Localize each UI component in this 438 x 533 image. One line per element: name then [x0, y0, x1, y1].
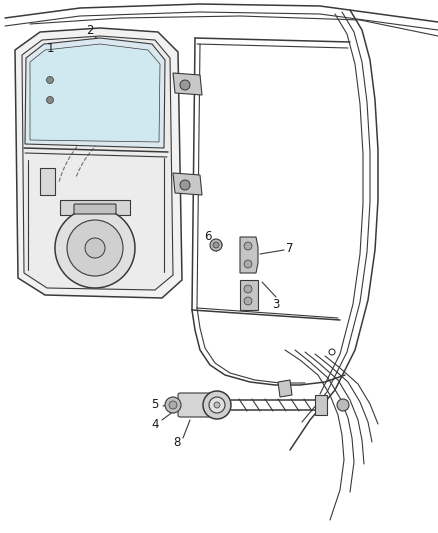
Circle shape: [203, 391, 231, 419]
Text: 1: 1: [46, 42, 54, 54]
Circle shape: [67, 220, 123, 276]
Text: 5: 5: [151, 399, 159, 411]
Text: 7: 7: [286, 241, 294, 254]
Circle shape: [214, 402, 220, 408]
Polygon shape: [15, 28, 182, 298]
Circle shape: [165, 397, 181, 413]
Circle shape: [180, 80, 190, 90]
Circle shape: [244, 297, 252, 305]
Circle shape: [244, 285, 252, 293]
Polygon shape: [25, 38, 165, 148]
Text: 4: 4: [151, 418, 159, 432]
Circle shape: [244, 242, 252, 250]
Circle shape: [209, 397, 225, 413]
Text: 2: 2: [86, 23, 94, 36]
Circle shape: [244, 260, 252, 268]
Text: 8: 8: [173, 437, 181, 449]
Circle shape: [169, 401, 177, 409]
Polygon shape: [240, 237, 258, 273]
Polygon shape: [40, 168, 55, 195]
FancyBboxPatch shape: [74, 204, 116, 214]
Circle shape: [85, 238, 105, 258]
Circle shape: [210, 239, 222, 251]
Polygon shape: [278, 380, 292, 397]
Circle shape: [329, 349, 335, 355]
Polygon shape: [173, 73, 202, 95]
Circle shape: [337, 399, 349, 411]
Text: 3: 3: [272, 297, 280, 311]
Circle shape: [213, 242, 219, 248]
Polygon shape: [22, 36, 173, 290]
Polygon shape: [30, 44, 160, 142]
Polygon shape: [60, 200, 130, 215]
Circle shape: [180, 180, 190, 190]
Circle shape: [55, 208, 135, 288]
Text: 6: 6: [204, 230, 212, 243]
FancyBboxPatch shape: [178, 393, 212, 417]
Polygon shape: [315, 395, 327, 415]
Polygon shape: [173, 173, 202, 195]
Circle shape: [46, 96, 53, 103]
Polygon shape: [240, 280, 258, 310]
Circle shape: [46, 77, 53, 84]
